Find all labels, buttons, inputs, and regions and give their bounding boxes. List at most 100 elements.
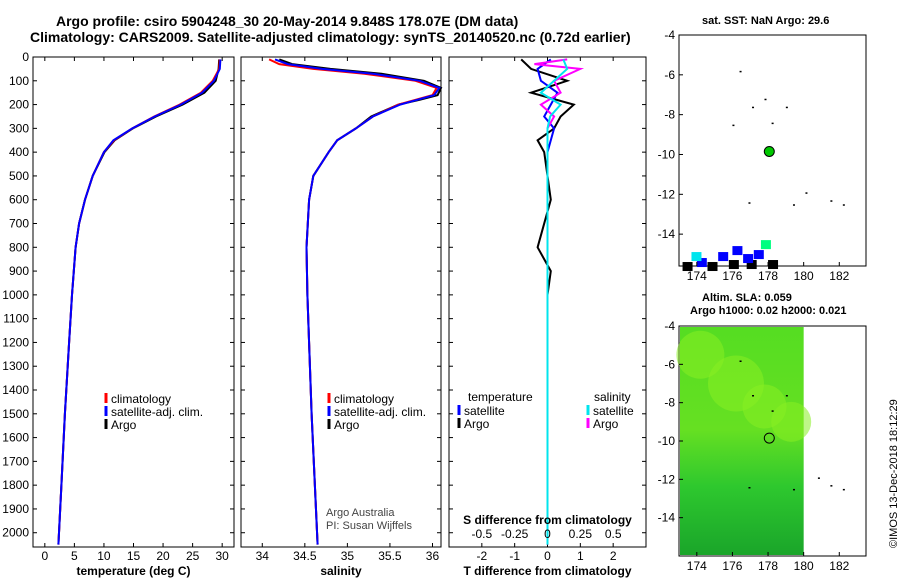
depth-tick-label: 1200 [2, 335, 29, 349]
difference-xtick-label: -1 [509, 549, 520, 563]
sst-map-island [785, 106, 788, 109]
altim-map-island [842, 488, 845, 491]
salinity-xtick-label: 34 [256, 549, 270, 563]
depth-tick-label: 100 [9, 74, 29, 88]
depth-tick-label: 800 [9, 240, 29, 254]
altim-map-ytick-label: -12 [658, 472, 676, 486]
sst-map-patch [746, 260, 757, 270]
difference-legend-salinity-heading: salinity [594, 390, 631, 404]
series-line-satellite-adj-clim- [274, 58, 441, 545]
salinity-xtick-label: 35 [341, 549, 355, 563]
credit-pi: PI: Susan Wijffels [326, 520, 412, 532]
depth-tick-label: 400 [9, 145, 29, 159]
difference-s-tick-label: 0.25 [569, 527, 593, 541]
temperature-legend-entry: Argo [111, 418, 137, 432]
temperature-axes-frame [32, 56, 235, 548]
altim-map-ytick-label: -10 [658, 434, 676, 448]
sst-map-ytick-label: -4 [664, 28, 675, 42]
series-line-climatology [57, 59, 221, 545]
altim-map-island [748, 487, 751, 489]
depth-tick-label: 1100 [3, 312, 29, 326]
salinity-legend-entry: climatology [334, 392, 394, 406]
depth-tick-label: 500 [9, 169, 29, 183]
sst-map-patch [707, 262, 718, 272]
altim-map-xtick-label: 174 [687, 559, 707, 573]
sst-map-ytick-label: -6 [664, 68, 675, 82]
sst-map-island [752, 106, 755, 109]
altim-map-subtitle: Argo h1000: 0.02 h2000: 0.021 [690, 305, 847, 317]
series-line-climatology [268, 58, 439, 545]
sst-map-ytick-label: -10 [658, 147, 676, 161]
altim-map-ytick-label: -6 [664, 357, 675, 371]
sst-map-patch [753, 250, 764, 260]
series-line-s-argo [534, 58, 585, 545]
altim-map-island [785, 395, 788, 397]
altim-map-island [817, 477, 820, 479]
depth-tick-label: 1600 [2, 431, 29, 445]
series-line-satellite-adj-clim- [57, 59, 222, 545]
sst-map-patch [691, 252, 702, 262]
altim-map-anomaly [676, 330, 725, 379]
title-line-2: Climatology: CARS2009. Satellite-adjuste… [30, 29, 631, 45]
altim-map-island [752, 395, 755, 397]
salinity-xtick-label: 35.5 [378, 549, 402, 563]
altim-map-profile-marker [763, 432, 775, 444]
difference-s-tick-label: -0.25 [501, 527, 529, 541]
altim-map-island [830, 485, 833, 487]
depth-tick-label: 1700 [2, 454, 29, 468]
temperature-xtick-label: 30 [215, 549, 229, 563]
sst-map-xtick-label: 176 [722, 269, 742, 283]
depth-tick-label: 600 [9, 193, 29, 207]
depth-tick-label: 2000 [2, 526, 29, 540]
sst-map-island [792, 204, 795, 206]
temperature-xtick-label: 5 [71, 549, 78, 563]
depth-tick-label: 1500 [2, 407, 29, 421]
salinity-xtick-label: 36 [426, 549, 440, 563]
series-line-argo [278, 58, 443, 545]
depth-tick-label: 1300 [2, 359, 29, 373]
difference-xtick-label: 0 [544, 549, 551, 563]
salinity-legend-entry: Argo [334, 418, 360, 432]
salinity-xlabel: salinity [320, 564, 362, 578]
altim-map-ytick-label: -4 [664, 319, 675, 333]
sst-map-island [805, 192, 808, 194]
difference-xlabel: T difference from climatology [463, 564, 631, 578]
difference-legend-temperature-entry: satellite [464, 404, 505, 418]
difference-xtick-label: -2 [476, 549, 487, 563]
salinity-legend-entry: satellite-adj. clim. [334, 405, 426, 419]
depth-tick-label: 700 [9, 217, 29, 231]
altim-map-xtick-label: 176 [722, 559, 742, 573]
depth-tick-label: 1400 [2, 383, 29, 397]
difference-s-tick-label: 0.5 [605, 527, 622, 541]
difference-legend-temperature-heading: temperature [468, 390, 533, 404]
sst-map-patch [760, 240, 771, 250]
depth-tick-label: 200 [9, 98, 29, 112]
sst-map-island [771, 122, 774, 125]
temperature-xtick-label: 20 [156, 549, 170, 563]
altim-map-xtick-label: 178 [758, 559, 778, 573]
difference-legend-temperature-entry: Argo [464, 417, 490, 431]
altim-map-island [771, 410, 774, 412]
temperature-xlabel: temperature (deg C) [76, 564, 190, 578]
sst-map-island [739, 70, 742, 73]
altim-map-ytick-label: -14 [658, 511, 676, 525]
sst-map-patch [696, 258, 707, 268]
altim-map-title: Altim. SLA: 0.059 [702, 292, 792, 304]
temperature-xtick-label: 25 [186, 549, 200, 563]
sst-map-patch [743, 254, 754, 264]
sst-map-island [842, 204, 845, 206]
sst-map-patch [728, 260, 739, 270]
difference-s-xlabel: S difference from climatology [463, 513, 632, 527]
sst-map-patch [682, 262, 693, 272]
altim-map-ytick-label: -8 [664, 396, 675, 410]
altim-map-xtick-label: 180 [794, 559, 814, 573]
sst-map-xtick-label: 182 [829, 269, 849, 283]
salinity-xtick-label: 34.5 [293, 549, 317, 563]
title-line-1: Argo profile: csiro 5904248_30 20-May-20… [56, 13, 519, 29]
credit-argo-australia: Argo Australia [326, 507, 395, 519]
sst-map-island [732, 124, 735, 127]
difference-s-tick-label: -0.5 [471, 527, 492, 541]
salinity-axes-frame [240, 56, 442, 548]
altim-map-island [792, 488, 795, 491]
